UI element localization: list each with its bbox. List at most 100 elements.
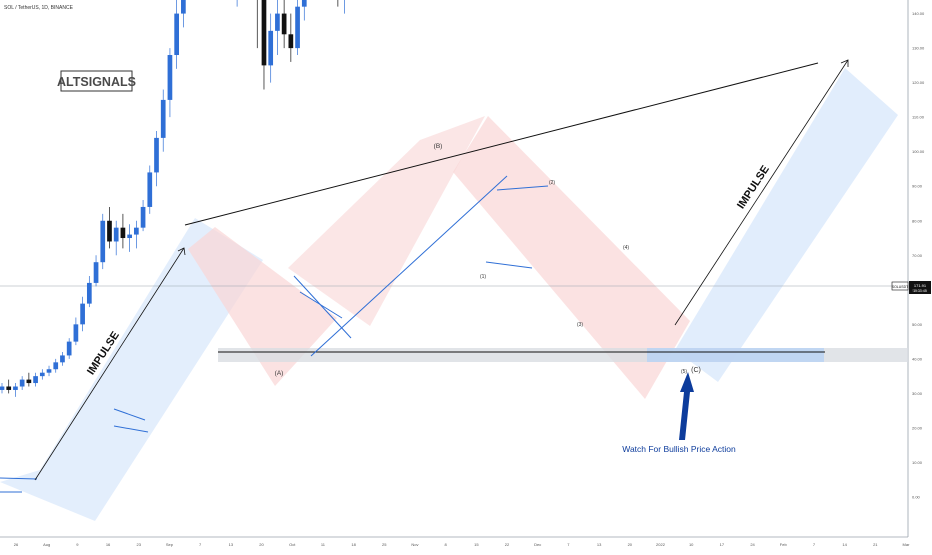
watermark-box — [60, 70, 133, 92]
x-tick-label: 14 — [842, 542, 847, 547]
x-tick-label: 10 — [689, 542, 694, 547]
candle — [26, 372, 32, 387]
wave-label-b: (B) — [434, 143, 443, 150]
candle — [39, 369, 45, 380]
candle — [288, 13, 294, 62]
candle — [66, 338, 72, 359]
candle — [93, 255, 99, 287]
candle-body — [261, 0, 267, 66]
candle-body — [268, 30, 274, 66]
x-tick-label: Aug — [43, 542, 50, 547]
candle — [133, 220, 139, 249]
candle — [46, 365, 52, 377]
y-tick-label: 100.00 — [912, 149, 925, 154]
x-tick-label: 13 — [229, 542, 234, 547]
upper-resistance-line — [184, 62, 819, 226]
candle — [113, 220, 119, 256]
candle-body — [160, 99, 166, 138]
y-tick-label: 30.00 — [912, 391, 923, 396]
candle — [256, 0, 258, 49]
candle — [0, 383, 5, 394]
wave-label-4: (4) — [623, 245, 629, 251]
impulse-arrow-left — [34, 247, 185, 481]
correction-channel-a — [188, 227, 337, 386]
wave-label-c: (C) — [691, 367, 701, 374]
candle — [295, 0, 300, 56]
x-tick-label: 24 — [750, 542, 755, 547]
candle-body — [113, 227, 119, 242]
watch-annotation: Watch For Bullish Price Action — [622, 444, 736, 454]
candle-body — [60, 355, 65, 363]
candle — [344, 0, 345, 14]
candle-body — [33, 376, 38, 384]
candle-body — [167, 55, 173, 100]
impulse-arrow-right — [674, 59, 849, 326]
price-axis-panel[interactable] — [908, 0, 932, 537]
watermark-text: ALTSIGNALS — [57, 75, 136, 89]
candle-body — [133, 227, 139, 235]
y-tick-label: 130.00 — [912, 46, 925, 51]
support-zone-target — [647, 348, 824, 362]
candle-body — [275, 13, 280, 31]
candle — [127, 224, 132, 252]
x-tick-label: 13 — [597, 542, 602, 547]
x-tick-label: 2022 — [656, 542, 666, 547]
candle — [86, 276, 92, 308]
x-tick-label: Oct — [289, 542, 296, 547]
x-tick-label: 21 — [873, 542, 878, 547]
candle-body — [66, 341, 72, 356]
correction-channel-b — [288, 116, 485, 326]
y-tick-label: 80.00 — [912, 218, 923, 223]
flag-line-lower — [299, 291, 343, 319]
impulse-arrow-left-head — [177, 247, 186, 256]
candle — [73, 317, 79, 346]
candle — [281, 0, 287, 49]
wave-label-2: (2) — [549, 180, 555, 186]
y-tick-label: 110.00 — [912, 115, 925, 120]
candlestick-series — [0, 0, 345, 397]
candle-body — [174, 13, 180, 56]
candle-body — [53, 362, 59, 370]
candle-body — [120, 227, 126, 239]
y-tick-label: 70.00 — [912, 253, 923, 258]
candle-body — [288, 34, 294, 49]
candle — [261, 0, 267, 90]
candle-body — [154, 137, 159, 173]
candle-body — [127, 234, 132, 239]
x-tick-label: 9 — [76, 542, 79, 547]
candle-body — [93, 262, 99, 283]
candle — [19, 376, 25, 390]
x-tick-label: 23 — [137, 542, 142, 547]
candle-body — [19, 379, 25, 387]
candle — [33, 372, 38, 387]
impulse-channel-right — [675, 68, 898, 382]
small-flag-upper — [113, 408, 146, 421]
candle-body — [86, 282, 92, 304]
candle — [140, 200, 146, 232]
y-tick-label: 140.00 — [912, 11, 925, 16]
x-tick-label: 11 — [321, 542, 326, 547]
candle — [80, 296, 85, 332]
x-tick-label: 20 — [259, 542, 264, 547]
wave-label-5: (5) — [681, 369, 687, 375]
candle-body — [26, 379, 32, 384]
candle-body — [100, 220, 106, 263]
price-tag-symbol-box — [891, 281, 909, 291]
candle — [100, 213, 106, 270]
candle — [154, 130, 159, 187]
candle-body — [301, 0, 307, 7]
wave-label-1: (1) — [480, 274, 486, 280]
base-line-upper — [0, 477, 38, 480]
x-tick-label: 20 — [628, 542, 633, 547]
time-axis-ticks: 26 Aug 9 16 23 Sep 7 13 20 Oct 11 18 25 Nov 8 15 22 Dec 7 1… — [14, 542, 910, 547]
x-tick-label: 22 — [505, 542, 510, 547]
x-tick-label: 8 — [445, 542, 448, 547]
candle — [337, 0, 339, 7]
triangle-lower — [485, 261, 533, 269]
candle-body — [295, 6, 300, 49]
y-tick-label: 20.00 — [912, 425, 923, 430]
price-tag-box — [909, 281, 931, 294]
x-tick-label: 7 — [813, 542, 816, 547]
